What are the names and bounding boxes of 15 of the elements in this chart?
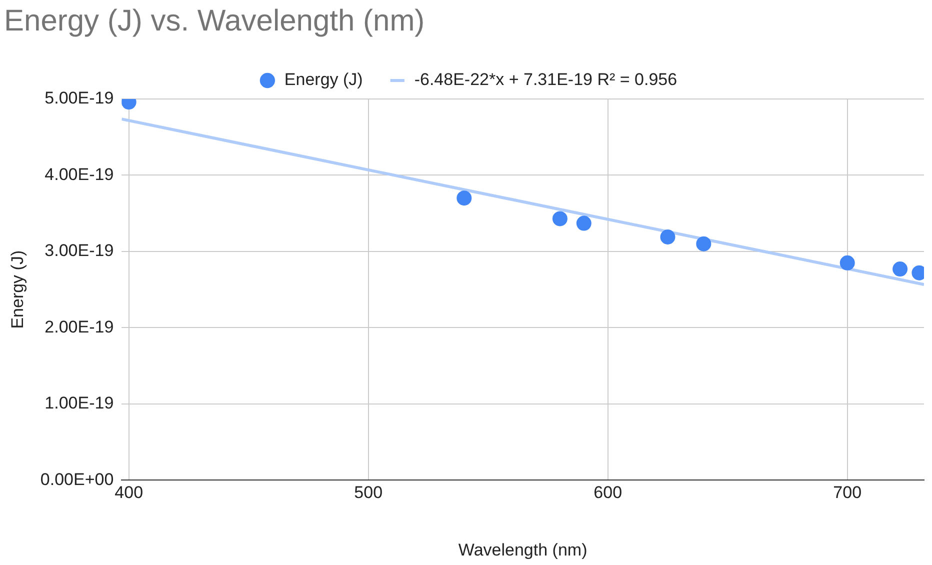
y-tick-label: 1.00E-19 (44, 394, 114, 413)
x-tick-label: 400 (114, 483, 144, 502)
chart-title: Energy (J) vs. Wavelength (nm) (4, 4, 425, 38)
y-tick-label: 0.00E+00 (40, 470, 114, 489)
x-axis-title: Wavelength (nm) (458, 540, 588, 560)
legend-label: Energy (J) (284, 70, 363, 90)
y-tick-label: 4.00E-19 (44, 164, 114, 184)
x-tick-label: 500 (354, 483, 383, 502)
y-tick-label: 2.00E-19 (44, 317, 114, 336)
y-tick-label: 5.00E-19 (44, 88, 114, 108)
x-tick-label: 600 (594, 483, 622, 502)
legend-label: -6.48E-22*x + 7.31E-19 R² = 0.956 (414, 70, 678, 90)
y-axis-title: Energy (J) (8, 250, 27, 329)
x-tick-label: 700 (833, 483, 862, 502)
y-tick-label: 3.00E-19 (44, 241, 114, 260)
